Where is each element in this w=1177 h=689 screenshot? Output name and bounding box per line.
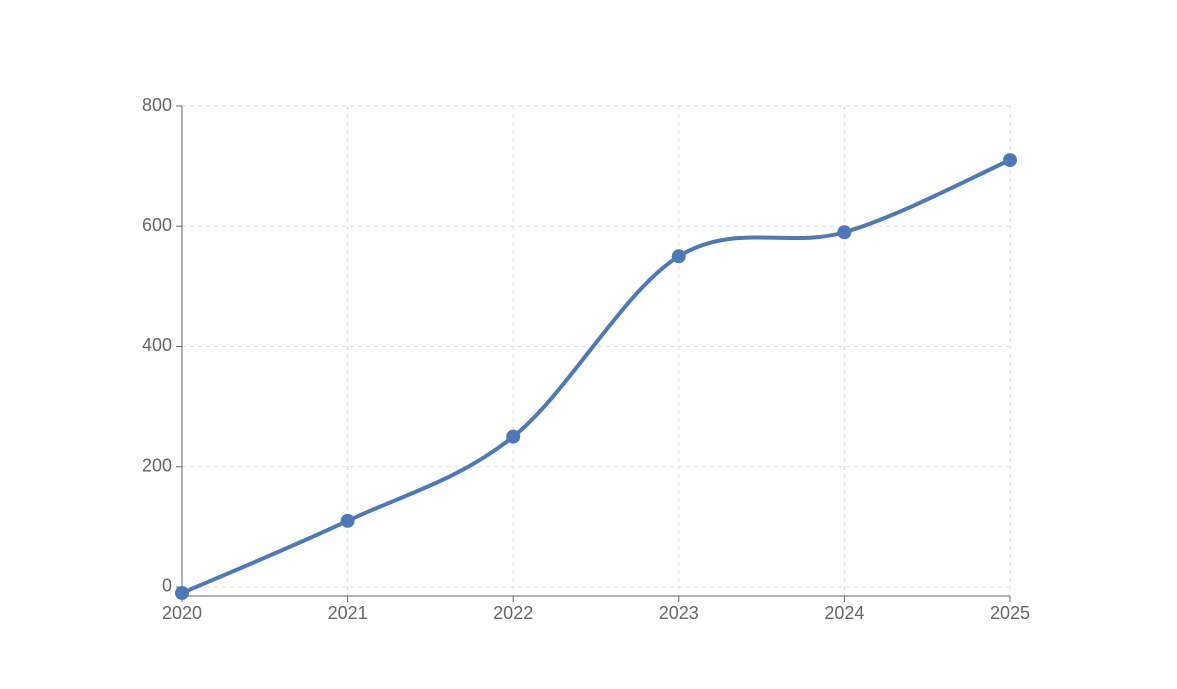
point	[671, 249, 686, 264]
y-tick-label: 800	[142, 95, 172, 115]
y-tick-label: 200	[142, 455, 172, 475]
x-tick-label: 2022	[493, 603, 533, 623]
x-tick-label: 2021	[328, 603, 368, 623]
x-tick-label: 2020	[162, 603, 202, 623]
point	[506, 429, 521, 444]
x-tick-label: 2025	[990, 603, 1030, 623]
point	[340, 513, 355, 528]
x-tick-label: 2024	[824, 603, 864, 623]
y-tick-label: 400	[142, 335, 172, 355]
x-tick-label: 2023	[659, 603, 699, 623]
point	[1003, 153, 1017, 168]
y-tick-label: 600	[142, 215, 172, 235]
point	[837, 225, 852, 240]
point	[175, 585, 189, 600]
line	[181, 158, 1011, 595]
y-tick-label: 0	[162, 576, 172, 596]
